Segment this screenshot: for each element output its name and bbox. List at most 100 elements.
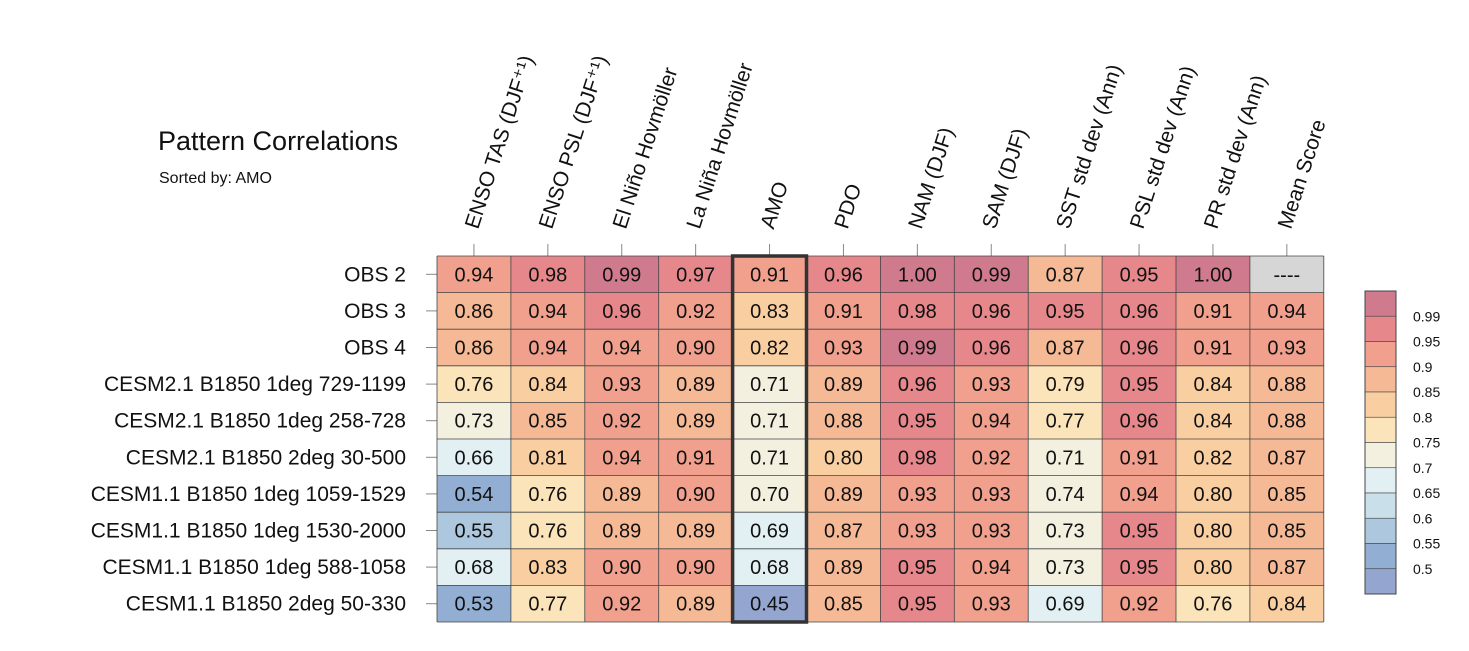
heatmap-cell: [1249, 365, 1324, 403]
heatmap-cell: [510, 402, 585, 439]
colorbar-label: 0.5: [1413, 561, 1433, 577]
colorbar-label: 0.85: [1413, 384, 1440, 400]
heatmap-cell: [658, 512, 733, 549]
row-label-cesm1-1-b1850-2deg-50-330: CESM1.1 B1850 2deg 50-330: [126, 593, 406, 616]
cell-value-label: 0.80: [1193, 484, 1232, 506]
cell-value-label: 0.93: [972, 521, 1011, 543]
colorbar-swatch: [1364, 416, 1397, 443]
cell-value-label: 0.90: [602, 557, 641, 579]
cell-value-label: 0.88: [824, 411, 863, 433]
heatmap-cell: [1102, 439, 1176, 476]
colorbar-swatch: [1364, 517, 1397, 544]
colorbar-swatch: [1364, 492, 1397, 519]
column-label-pr-std-dev-ann: PR std dev (Ann): [1200, 72, 1271, 231]
heatmap-cell: [437, 292, 511, 330]
heatmap-cell: [437, 475, 511, 513]
heatmap-cell: [1028, 402, 1103, 439]
colorbar-swatch: [1364, 341, 1397, 368]
row-label-obs-2: OBS 2: [344, 263, 406, 286]
cell-value-label: 0.92: [972, 447, 1011, 469]
cell-value-label: 0.95: [1120, 557, 1159, 579]
row-label-obs-4: OBS 4: [344, 337, 406, 360]
heatmap-cell: [1102, 329, 1176, 366]
heatmap-cell: [658, 439, 733, 476]
heatmap-cell: [437, 548, 511, 586]
cell-value-label: 0.99: [602, 264, 641, 286]
heatmap-cell: [1028, 439, 1103, 476]
heatmap-cell: [510, 585, 585, 622]
cell-value-label: 0.84: [1193, 411, 1232, 433]
cell-value-label: 0.89: [824, 374, 863, 396]
row-label-cesm2-1-b1850-1deg-258-728: CESM2.1 B1850 1deg 258-728: [114, 410, 406, 433]
colorbar-swatch: [1364, 391, 1397, 418]
cell-value-label: 0.77: [528, 594, 567, 616]
cell-value-label: 0.74: [1046, 484, 1085, 506]
heatmap-cell: [584, 402, 659, 439]
heatmap-cell: [1102, 292, 1176, 330]
heatmap-cell: [584, 439, 659, 476]
heatmap-cell: [880, 585, 955, 622]
heatmap-cell: [437, 329, 511, 366]
cell-value-label: 0.90: [676, 338, 715, 360]
row-label-cesm2-1-b1850-1deg-729-1199: CESM2.1 B1850 1deg 729-1199: [104, 373, 406, 396]
heatmap-cell: [1176, 256, 1250, 293]
cell-value-label: 0.95: [898, 594, 937, 616]
cell-value-label: 0.73: [1046, 557, 1085, 579]
heatmap-cell: [1176, 329, 1250, 366]
heatmap-cell: [437, 402, 511, 439]
cell-value-label: 0.96: [1120, 338, 1159, 360]
cell-value-label: 0.71: [750, 447, 789, 469]
cell-value-label: 0.77: [1046, 411, 1085, 433]
column-label-enso-tas-djf: ENSO TAS (DJF⁺¹): [461, 53, 539, 232]
cell-value-label: 1.00: [898, 264, 937, 286]
cell-value-label: 0.93: [898, 484, 937, 506]
row-label-cesm1-1-b1850-1deg-1059-1529: CESM1.1 B1850 1deg 1059-1529: [91, 483, 406, 506]
heatmap-cell: [658, 548, 733, 586]
heatmap-cell: [806, 439, 881, 476]
row-labels: OBS 2 OBS 3 OBS 4 CESM2.1 B1850 1deg 729-11…: [91, 263, 407, 615]
heatmap-cell: [880, 512, 955, 549]
cell-value-label: 0.92: [602, 411, 641, 433]
column-label-amo: AMO: [756, 179, 793, 232]
sorted-column-highlight: [730, 254, 809, 624]
heatmap-cell: [1176, 585, 1250, 622]
heatmap-cell: [1249, 585, 1324, 622]
cell-value-label: 0.89: [676, 594, 715, 616]
cell-value-label: 0.83: [528, 557, 567, 579]
heatmap-cell: [806, 402, 881, 439]
heatmap-cell: [954, 512, 1029, 549]
cell-value-label: 0.68: [750, 557, 789, 579]
heatmap-cell: [1176, 439, 1250, 476]
heatmap-cell: [954, 475, 1029, 513]
heatmap-cell: [1028, 292, 1103, 330]
heatmap-cell: [584, 475, 659, 513]
column-label-sam-djf: SAM (DJF): [978, 126, 1032, 232]
heatmap-cell: [1176, 475, 1250, 513]
cell-value-label: 0.71: [750, 411, 789, 433]
cell-value-label: 0.95: [1046, 301, 1085, 323]
cell-value-label: 0.94: [602, 447, 641, 469]
heatmap-cell: [1249, 439, 1324, 476]
heatmap-cell: [954, 548, 1029, 586]
cell-value-label: 0.71: [750, 374, 789, 396]
colorbar-label: 0.65: [1413, 485, 1440, 501]
cell-value-label: 0.98: [898, 301, 937, 323]
colorbar-label: 0.95: [1413, 334, 1440, 350]
heatmap-cell: [584, 512, 659, 549]
heatmap-cell: [1102, 512, 1176, 549]
heatmap-cell: [1249, 292, 1324, 330]
heatmap-cell: [1102, 548, 1176, 586]
heatmap-cell: [954, 439, 1029, 476]
cell-value-label: 0.92: [676, 301, 715, 323]
heatmap-cell: [1028, 512, 1103, 549]
column-label-sst-std-dev-ann: SST std dev (Ann): [1052, 62, 1127, 232]
cell-value-label: 0.68: [454, 557, 493, 579]
cell-value-label: 0.54: [454, 484, 493, 506]
heatmap-cell: [1176, 402, 1250, 439]
cell-value-label: 0.86: [454, 301, 493, 323]
cell-value-label: 0.89: [602, 521, 641, 543]
heatmap-cell: [437, 365, 511, 403]
heatmap-cell: [510, 256, 585, 293]
colorbar-label: 0.55: [1413, 536, 1440, 552]
cell-value-label: 0.92: [602, 594, 641, 616]
